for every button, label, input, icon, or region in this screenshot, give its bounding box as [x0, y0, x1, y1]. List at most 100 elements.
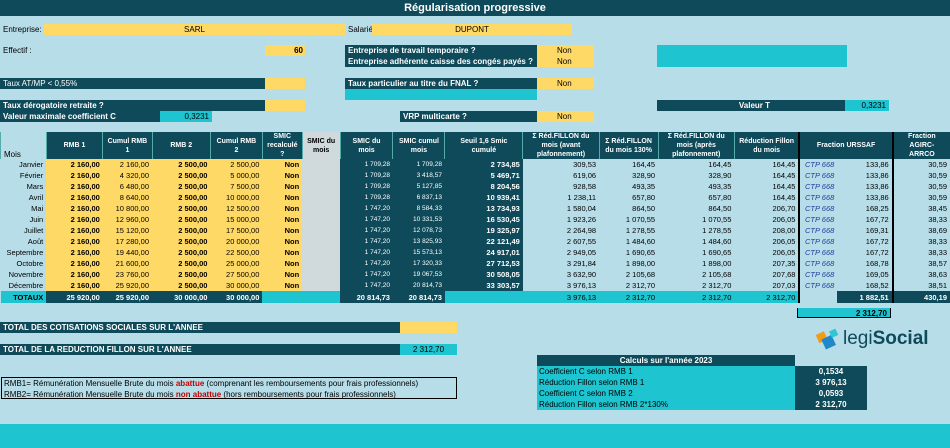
cell-cumul-rmb2[interactable]: 10 000,00: [210, 192, 263, 203]
effectif-field[interactable]: 60: [265, 45, 305, 56]
cell-cumul-rmb2[interactable]: 20 000,00: [210, 236, 263, 247]
cell-rmb1[interactable]: 2 160,00: [46, 170, 103, 181]
cell-rmb1[interactable]: 2 160,00: [46, 236, 103, 247]
taux-atmp-field[interactable]: [265, 78, 305, 89]
conges-field[interactable]: Non: [537, 56, 594, 67]
entreprise-field[interactable]: SARL: [44, 24, 345, 35]
cell-cumul-rmb1[interactable]: 21 600,00: [102, 258, 152, 269]
fnal-field[interactable]: Non: [537, 78, 594, 89]
table-row: Avril 2 160,00 8 640,00 2 500,00 10 000,00 No…: [0, 192, 950, 203]
cell-cumul-rmb2[interactable]: 5 000,00: [210, 170, 263, 181]
cell-rmb2[interactable]: 2 500,00: [152, 170, 211, 181]
cell-smic-a: [302, 269, 341, 280]
cell-rmb1[interactable]: 2 160,00: [46, 214, 103, 225]
cell-smic-recalcule[interactable]: Non: [262, 170, 303, 181]
cell-smic-recalcule[interactable]: Non: [262, 192, 303, 203]
cell-cumul-rmb1[interactable]: 8 640,00: [102, 192, 152, 203]
effectif-label: Effectif :: [0, 45, 265, 56]
cell-rmb2[interactable]: 2 500,00: [152, 181, 211, 192]
total-avant-plaf: 3 976,13: [522, 291, 600, 303]
cell-red-mois: 206,05: [734, 214, 800, 225]
table-row: Juillet 2 160,00 15 120,00 2 500,00 17 500,0…: [0, 225, 950, 236]
cell-urssaf: 133,86: [837, 170, 894, 181]
cell-cumul-rmb2[interactable]: 12 500,00: [210, 203, 263, 214]
cell-rmb2[interactable]: 2 500,00: [152, 214, 211, 225]
cell-red-mois: 164,45: [734, 159, 800, 170]
cell-smic-recalcule[interactable]: Non: [262, 247, 303, 258]
cell-mois: Septembre: [0, 247, 47, 258]
cell-cumul-rmb1[interactable]: 12 960,00: [102, 214, 152, 225]
cell-cumul-rmb1[interactable]: 10 800,00: [102, 203, 152, 214]
cell-smic-recalcule[interactable]: Non: [262, 225, 303, 236]
cell-rmb1[interactable]: 2 160,00: [46, 247, 103, 258]
cell-urssaf: 168,25: [837, 203, 894, 214]
cell-rmb1[interactable]: 2 160,00: [46, 225, 103, 236]
salarie-field[interactable]: DUPONT: [372, 24, 572, 35]
table-row: Novembre 2 160,00 23 760,00 2 500,00 27 500,…: [0, 269, 950, 280]
cell-smic-recalcule[interactable]: Non: [262, 280, 303, 291]
cell-rmb2[interactable]: 2 500,00: [152, 159, 211, 170]
conges-label: Entreprise adhérente caisse des congés p…: [345, 56, 537, 67]
cell-smic-a: [302, 258, 341, 269]
cell-cumul-rmb1[interactable]: 23 760,00: [102, 269, 152, 280]
cell-rmb2[interactable]: 2 500,00: [152, 258, 211, 269]
ett-field[interactable]: Non: [537, 45, 594, 56]
cell-cumul-rmb1[interactable]: 4 320,00: [102, 170, 152, 181]
vrp-label: VRP multicarte ?: [400, 111, 537, 122]
cell-cumul-rmb1[interactable]: 25 920,00: [102, 280, 152, 291]
cell-rmb2[interactable]: 2 500,00: [152, 236, 211, 247]
cell-cumul-rmb2[interactable]: 15 000,00: [210, 214, 263, 225]
calcul-value: 0,1534: [795, 366, 867, 377]
cell-rmb1[interactable]: 2 160,00: [46, 181, 103, 192]
teal-input-box[interactable]: [657, 45, 847, 67]
calcul-value: 2 312,70: [795, 399, 867, 410]
cell-agirc: 30,59: [892, 181, 950, 192]
cell-smic-recalcule[interactable]: Non: [262, 214, 303, 225]
cell-rmb1[interactable]: 2 160,00: [46, 159, 103, 170]
col-smic-cumul: SMIC cumul mois: [392, 132, 445, 159]
cell-cumul-rmb2[interactable]: 22 500,00: [210, 247, 263, 258]
fnal-taux-field[interactable]: [345, 89, 537, 100]
cell-mois: Juillet: [0, 225, 47, 236]
table-row: Décembre 2 160,00 25 920,00 2 500,00 30 000,…: [0, 280, 950, 291]
cell-mois: Août: [0, 236, 47, 247]
col-cumul-rmb1: Cumul RMB 1: [102, 132, 152, 159]
cell-rmb2[interactable]: 2 500,00: [152, 225, 211, 236]
cell-rmb1[interactable]: 2 160,00: [46, 258, 103, 269]
cell-cumul-rmb1[interactable]: 2 160,00: [102, 159, 152, 170]
cell-smic-recalcule[interactable]: Non: [262, 159, 303, 170]
cell-rmb1[interactable]: 2 160,00: [46, 269, 103, 280]
taux-derog-field[interactable]: [265, 100, 305, 111]
cell-agirc: 30,59: [892, 192, 950, 203]
cell-cumul-rmb2[interactable]: 7 500,00: [210, 181, 263, 192]
cell-rmb1[interactable]: 2 160,00: [46, 203, 103, 214]
cell-rmb2[interactable]: 2 500,00: [152, 280, 211, 291]
cell-red-avant: 2 949,05: [522, 247, 600, 258]
cell-cumul-rmb2[interactable]: 17 500,00: [210, 225, 263, 236]
cell-cumul-rmb1[interactable]: 15 120,00: [102, 225, 152, 236]
cell-rmb2[interactable]: 2 500,00: [152, 203, 211, 214]
cell-cumul-rmb2[interactable]: 25 000,00: [210, 258, 263, 269]
cell-cumul-rmb1[interactable]: 6 480,00: [102, 181, 152, 192]
cell-smic-recalcule[interactable]: Non: [262, 258, 303, 269]
cell-smic-recalcule[interactable]: Non: [262, 269, 303, 280]
cell-cumul-rmb1[interactable]: 17 280,00: [102, 236, 152, 247]
table-header-row: Mois RMB 1 Cumul RMB 1 RMB 2 Cumul RMB 2…: [0, 132, 950, 159]
cell-rmb1[interactable]: 2 160,00: [46, 280, 103, 291]
cell-smic-recalcule[interactable]: Non: [262, 236, 303, 247]
cell-cumul-rmb2[interactable]: 30 000,00: [210, 280, 263, 291]
cell-rmb1[interactable]: 2 160,00: [46, 192, 103, 203]
cell-rmb2[interactable]: 2 500,00: [152, 269, 211, 280]
cell-rmb2[interactable]: 2 500,00: [152, 192, 211, 203]
cell-cumul-rmb2[interactable]: 2 500,00: [210, 159, 263, 170]
cell-cumul-rmb1[interactable]: 19 440,00: [102, 247, 152, 258]
cell-smic-recalcule[interactable]: Non: [262, 181, 303, 192]
cell-smic-recalcule[interactable]: Non: [262, 203, 303, 214]
cell-rmb2[interactable]: 2 500,00: [152, 247, 211, 258]
cell-smic-cumul: 19 067,53: [392, 269, 445, 280]
total-cotisations-field[interactable]: [400, 322, 457, 333]
calcul-value: 3 976,13: [795, 377, 867, 388]
vrp-field[interactable]: Non: [537, 111, 594, 122]
cell-cumul-rmb2[interactable]: 27 500,00: [210, 269, 263, 280]
cell-smic-mois: 1 747,20: [340, 280, 393, 291]
